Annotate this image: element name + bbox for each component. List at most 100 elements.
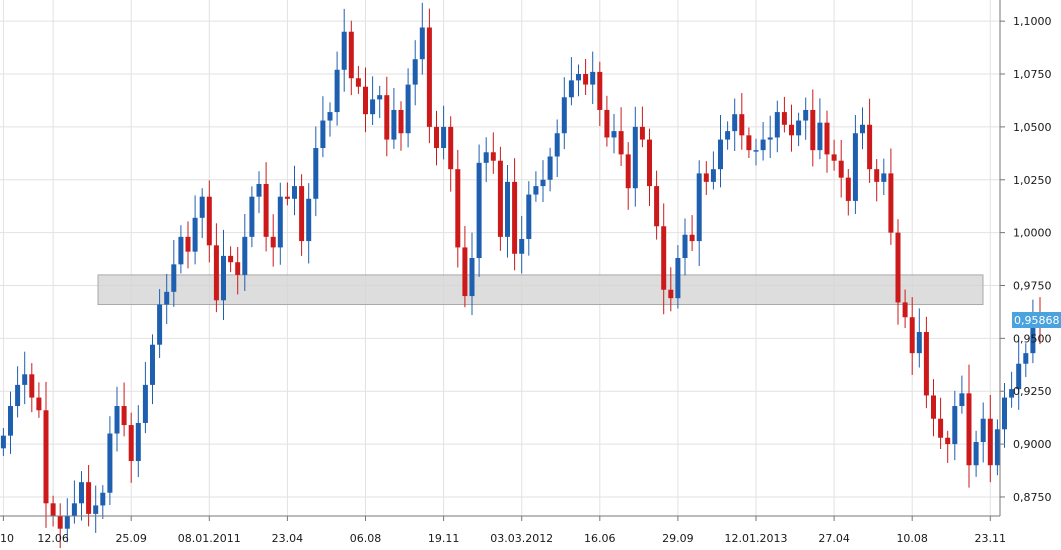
y-tick-label: 0,9000 xyxy=(1013,438,1052,451)
candle-body xyxy=(426,27,432,127)
candle-body xyxy=(121,406,127,426)
candle xyxy=(597,61,603,127)
x-tick-label: 23.11 xyxy=(975,532,1007,545)
candle-body xyxy=(824,122,830,155)
candle xyxy=(916,308,922,368)
candle-body xyxy=(952,406,958,445)
candle-body xyxy=(135,422,141,462)
candle-body xyxy=(22,374,28,385)
candle-body xyxy=(774,112,780,138)
candle-body xyxy=(519,238,525,254)
candle-body xyxy=(50,503,56,516)
candle xyxy=(469,232,475,316)
candle xyxy=(753,138,759,166)
candle xyxy=(739,93,745,150)
candle xyxy=(625,142,631,210)
candle xyxy=(512,158,518,271)
candle-body xyxy=(57,516,63,529)
candle-body xyxy=(512,181,518,254)
candle-body xyxy=(327,112,333,121)
candle-body xyxy=(838,160,844,178)
candle xyxy=(377,85,383,119)
candle-body xyxy=(817,122,823,151)
candle-body xyxy=(15,384,21,407)
candle xyxy=(64,498,70,543)
candle-body xyxy=(36,397,42,411)
candle xyxy=(490,132,496,174)
candle-body xyxy=(874,169,880,182)
candle xyxy=(611,113,617,154)
candle-body xyxy=(654,186,660,227)
candle xyxy=(100,485,106,519)
candle-body xyxy=(235,262,241,275)
x-tick-label: 12.01.2013 xyxy=(725,532,788,545)
candle-body xyxy=(86,482,92,514)
candle-body xyxy=(576,74,581,81)
candle-body xyxy=(412,59,418,85)
candle-body xyxy=(803,109,809,121)
candle xyxy=(909,297,915,375)
candle xyxy=(774,100,780,153)
candle xyxy=(57,503,63,549)
candle xyxy=(923,316,929,409)
candle-body xyxy=(43,410,49,504)
candle-body xyxy=(760,139,766,151)
candle xyxy=(860,107,865,150)
candle xyxy=(221,229,226,320)
candle xyxy=(448,116,454,192)
candle xyxy=(583,59,589,95)
candle xyxy=(405,68,411,148)
candle xyxy=(86,465,92,527)
candle-body xyxy=(142,384,148,423)
candle xyxy=(412,40,418,106)
candle-body xyxy=(689,234,695,242)
candle-body xyxy=(93,505,99,514)
candle-body xyxy=(107,433,113,493)
candle xyxy=(1030,299,1036,364)
candle xyxy=(256,171,262,214)
candle xyxy=(29,363,35,413)
candle-body xyxy=(434,126,439,149)
candle-body xyxy=(306,198,312,242)
candle xyxy=(540,160,546,202)
candle xyxy=(618,107,624,167)
candle xyxy=(895,219,901,325)
candle-body xyxy=(79,482,84,504)
candle-body xyxy=(526,194,532,239)
candle xyxy=(682,218,688,276)
candle xyxy=(199,188,205,239)
candle-body xyxy=(341,31,347,70)
candle xyxy=(185,221,191,269)
candle-body xyxy=(710,169,716,182)
last-price-label: 0,95868 xyxy=(1014,314,1060,327)
candle xyxy=(952,390,958,461)
candle xyxy=(938,397,944,449)
candle xyxy=(1002,382,1007,448)
candle xyxy=(810,89,816,167)
candle xyxy=(817,98,823,160)
candle-body xyxy=(334,69,340,113)
candle xyxy=(142,362,148,434)
candle-body xyxy=(391,109,397,140)
candle xyxy=(668,267,674,312)
candle-body xyxy=(462,247,468,297)
candle xyxy=(398,101,404,151)
x-tick-label: 23.04 xyxy=(272,532,304,545)
candle xyxy=(526,181,532,256)
candle-body xyxy=(483,152,489,163)
candle-body xyxy=(561,97,567,134)
candle-body xyxy=(497,160,503,237)
candle-body xyxy=(192,217,198,252)
candle-body xyxy=(881,173,887,182)
candle-body xyxy=(987,418,993,466)
candle-body xyxy=(370,99,376,115)
candle-body xyxy=(270,236,276,248)
candle-body xyxy=(476,162,482,258)
candle-body xyxy=(178,236,184,265)
candle xyxy=(902,289,908,328)
axes xyxy=(0,0,1005,521)
candle-body xyxy=(540,179,546,187)
candle xyxy=(348,20,354,96)
candle xyxy=(426,8,432,144)
candle xyxy=(824,110,830,173)
